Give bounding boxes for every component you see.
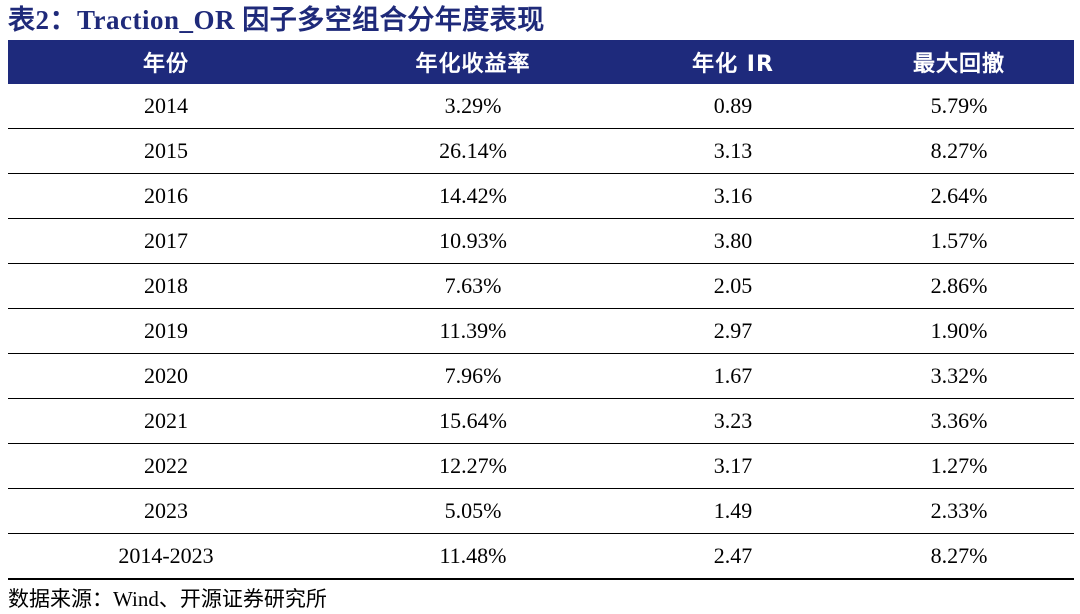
header-annual-return: 年化收益率	[324, 40, 622, 84]
table-row: 2020 7.96% 1.67 3.32%	[8, 353, 1074, 399]
table-row: 2021 15.64% 3.23 3.36%	[8, 398, 1074, 444]
cell-annual-return: 14.42%	[324, 173, 622, 219]
cell-annual-return: 7.63%	[324, 263, 622, 309]
cell-year: 2022	[8, 443, 324, 489]
cell-max-drawdown: 2.64%	[844, 173, 1074, 219]
header-max-drawdown: 最大回撤	[844, 40, 1074, 84]
table-row: 2022 12.27% 3.17 1.27%	[8, 443, 1074, 489]
cell-annual-ir: 3.80	[622, 218, 844, 264]
cell-year: 2016	[8, 173, 324, 219]
cell-year: 2014	[8, 84, 324, 129]
table-row-total: 2014-2023 11.48% 2.47 8.27%	[8, 533, 1074, 580]
cell-max-drawdown: 2.33%	[844, 488, 1074, 534]
cell-annual-return: 5.05%	[324, 488, 622, 534]
cell-annual-return: 3.29%	[324, 84, 622, 129]
cell-max-drawdown: 1.90%	[844, 308, 1074, 354]
cell-year: 2014-2023	[8, 533, 324, 580]
cell-max-drawdown: 8.27%	[844, 533, 1074, 580]
cell-annual-ir: 3.13	[622, 128, 844, 174]
cell-year: 2019	[8, 308, 324, 354]
table-row: 2023 5.05% 1.49 2.33%	[8, 488, 1074, 534]
table-row: 2014 3.29% 0.89 5.79%	[8, 84, 1074, 129]
cell-year: 2020	[8, 353, 324, 399]
table-title: 表2：Traction_OR 因子多空组合分年度表现	[8, 5, 545, 35]
cell-annual-ir: 0.89	[622, 84, 844, 129]
cell-annual-ir: 3.16	[622, 173, 844, 219]
cell-annual-ir: 3.23	[622, 398, 844, 444]
cell-annual-return: 7.96%	[324, 353, 622, 399]
table-header-row: 年份 年化收益率 年化 IR 最大回撤	[8, 40, 1074, 84]
header-annual-ir: 年化 IR	[622, 40, 844, 84]
cell-year: 2023	[8, 488, 324, 534]
cell-max-drawdown: 8.27%	[844, 128, 1074, 174]
cell-max-drawdown: 3.36%	[844, 398, 1074, 444]
cell-year: 2018	[8, 263, 324, 309]
cell-max-drawdown: 3.32%	[844, 353, 1074, 399]
cell-max-drawdown: 1.57%	[844, 218, 1074, 264]
annual-performance-table: 年份 年化收益率 年化 IR 最大回撤 2014 3.29% 0.89 5.79…	[8, 40, 1074, 580]
cell-annual-return: 12.27%	[324, 443, 622, 489]
table-row: 2015 26.14% 3.13 8.27%	[8, 128, 1074, 174]
cell-annual-ir: 1.67	[622, 353, 844, 399]
cell-max-drawdown: 5.79%	[844, 84, 1074, 129]
cell-annual-ir: 2.97	[622, 308, 844, 354]
header-year: 年份	[8, 40, 324, 84]
cell-year: 2017	[8, 218, 324, 264]
table-row: 2016 14.42% 3.16 2.64%	[8, 173, 1074, 219]
cell-annual-return: 11.39%	[324, 308, 622, 354]
cell-annual-ir: 3.17	[622, 443, 844, 489]
cell-annual-return: 15.64%	[324, 398, 622, 444]
cell-annual-return: 10.93%	[324, 218, 622, 264]
cell-annual-return: 26.14%	[324, 128, 622, 174]
cell-annual-ir: 2.47	[622, 533, 844, 580]
cell-max-drawdown: 1.27%	[844, 443, 1074, 489]
cell-year: 2015	[8, 128, 324, 174]
cell-max-drawdown: 2.86%	[844, 263, 1074, 309]
cell-annual-ir: 2.05	[622, 263, 844, 309]
cell-annual-ir: 1.49	[622, 488, 844, 534]
table-row: 2019 11.39% 2.97 1.90%	[8, 308, 1074, 354]
cell-year: 2021	[8, 398, 324, 444]
cell-annual-return: 11.48%	[324, 533, 622, 580]
table-row: 2017 10.93% 3.80 1.57%	[8, 218, 1074, 264]
source-note: 数据来源：Wind、开源证券研究所	[8, 587, 327, 611]
table-row: 2018 7.63% 2.05 2.86%	[8, 263, 1074, 309]
